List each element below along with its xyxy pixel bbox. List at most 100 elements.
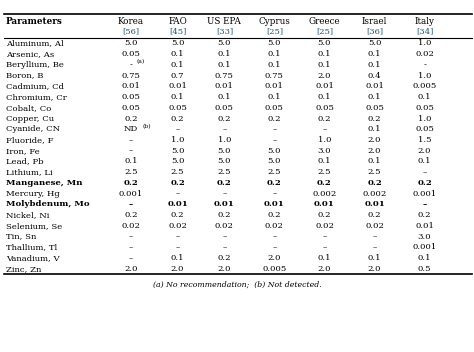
Text: 0.01: 0.01: [365, 82, 384, 90]
Text: -: -: [129, 61, 132, 69]
Text: Lead, Pb: Lead, Pb: [6, 157, 43, 165]
Text: Aluminum, Al: Aluminum, Al: [6, 39, 64, 48]
Text: 0.1: 0.1: [218, 61, 231, 69]
Text: (a): (a): [137, 59, 145, 64]
Text: 0.2: 0.2: [368, 211, 381, 219]
Text: 1.0: 1.0: [218, 136, 231, 144]
Text: 0.05: 0.05: [121, 93, 140, 101]
Text: 2.0: 2.0: [368, 147, 381, 155]
Text: 5.0: 5.0: [318, 39, 331, 48]
Text: Mercury, Hg: Mercury, Hg: [6, 190, 59, 198]
Text: 0.02: 0.02: [415, 50, 434, 58]
Text: 0.1: 0.1: [318, 157, 331, 165]
Text: 1.0: 1.0: [171, 136, 184, 144]
Text: 5.0: 5.0: [171, 157, 184, 165]
Text: 0.2: 0.2: [171, 114, 184, 122]
Text: 0.5: 0.5: [418, 265, 431, 273]
Text: 0.2: 0.2: [218, 254, 231, 262]
Text: 0.1: 0.1: [268, 50, 281, 58]
Text: Arsenic, As: Arsenic, As: [6, 50, 54, 58]
Text: 0.1: 0.1: [368, 93, 381, 101]
Text: –: –: [222, 125, 227, 133]
Text: 5.0: 5.0: [218, 157, 231, 165]
Text: –: –: [272, 243, 276, 251]
Text: 0.1: 0.1: [218, 93, 231, 101]
Text: 0.1: 0.1: [268, 61, 281, 69]
Text: 0.1: 0.1: [368, 61, 381, 69]
Text: 0.75: 0.75: [265, 71, 284, 80]
Text: 2.5: 2.5: [218, 168, 231, 176]
Text: 3.0: 3.0: [318, 147, 331, 155]
Text: Cyprus: Cyprus: [258, 17, 291, 26]
Text: 0.1: 0.1: [318, 61, 331, 69]
Text: 0.001: 0.001: [412, 243, 437, 251]
Text: 0.1: 0.1: [171, 61, 184, 69]
Text: –: –: [128, 147, 133, 155]
Text: 0.01: 0.01: [121, 82, 140, 90]
Text: 2.0: 2.0: [171, 265, 184, 273]
Text: 0.1: 0.1: [368, 125, 381, 133]
Text: Zinc, Zn: Zinc, Zn: [6, 265, 41, 273]
Text: 5.0: 5.0: [268, 157, 281, 165]
Text: 0.1: 0.1: [171, 93, 184, 101]
Text: –: –: [272, 136, 276, 144]
Text: 0.02: 0.02: [168, 222, 187, 230]
Text: 0.2: 0.2: [367, 179, 382, 187]
Text: 0.01: 0.01: [265, 82, 284, 90]
Text: 0.2: 0.2: [268, 211, 281, 219]
Text: 0.002: 0.002: [312, 190, 337, 198]
Text: –: –: [422, 168, 427, 176]
Text: 0.1: 0.1: [368, 157, 381, 165]
Text: Cyanide, CN: Cyanide, CN: [6, 125, 60, 133]
Text: 0.1: 0.1: [318, 50, 331, 58]
Text: –: –: [175, 190, 180, 198]
Text: 1.0: 1.0: [418, 71, 431, 80]
Text: [45]: [45]: [169, 27, 186, 35]
Text: 2.0: 2.0: [418, 147, 431, 155]
Text: 0.2: 0.2: [124, 211, 137, 219]
Text: 0.2: 0.2: [418, 211, 431, 219]
Text: 0.1: 0.1: [368, 50, 381, 58]
Text: –: –: [272, 125, 276, 133]
Text: –: –: [128, 200, 133, 208]
Text: 1.0: 1.0: [418, 39, 431, 48]
Text: 0.2: 0.2: [171, 211, 184, 219]
Text: 0.2: 0.2: [417, 179, 432, 187]
Text: 2.5: 2.5: [318, 168, 331, 176]
Text: 0.05: 0.05: [168, 104, 187, 112]
Text: –: –: [272, 233, 276, 241]
Text: 5.0: 5.0: [368, 39, 381, 48]
Text: FAO: FAO: [168, 17, 187, 26]
Text: (b): (b): [142, 124, 151, 129]
Text: 0.1: 0.1: [318, 93, 331, 101]
Text: –: –: [175, 233, 180, 241]
Text: 2.0: 2.0: [368, 136, 381, 144]
Text: –: –: [128, 233, 133, 241]
Text: Copper, Cu: Copper, Cu: [6, 114, 54, 122]
Text: 0.001: 0.001: [412, 190, 437, 198]
Text: 0.02: 0.02: [315, 222, 334, 230]
Text: Chromium, Cr: Chromium, Cr: [6, 93, 66, 101]
Text: –: –: [222, 190, 227, 198]
Text: Cobalt, Co: Cobalt, Co: [6, 104, 51, 112]
Text: [34]: [34]: [416, 27, 433, 35]
Text: 0.1: 0.1: [171, 254, 184, 262]
Text: 2.5: 2.5: [171, 168, 184, 176]
Text: 2.0: 2.0: [318, 71, 331, 80]
Text: 0.02: 0.02: [121, 222, 140, 230]
Text: US EPA: US EPA: [208, 17, 241, 26]
Text: 5.0: 5.0: [171, 39, 184, 48]
Text: 0.2: 0.2: [217, 179, 232, 187]
Text: 1.5: 1.5: [418, 136, 431, 144]
Text: 2.0: 2.0: [268, 254, 281, 262]
Text: 0.2: 0.2: [317, 179, 332, 187]
Text: –: –: [175, 243, 180, 251]
Text: –: –: [222, 233, 227, 241]
Text: –: –: [373, 233, 377, 241]
Text: Parameters: Parameters: [6, 17, 63, 26]
Text: 0.75: 0.75: [215, 71, 234, 80]
Text: 0.2: 0.2: [218, 211, 231, 219]
Text: 0.1: 0.1: [171, 50, 184, 58]
Text: 0.2: 0.2: [124, 114, 137, 122]
Text: 0.1: 0.1: [418, 157, 431, 165]
